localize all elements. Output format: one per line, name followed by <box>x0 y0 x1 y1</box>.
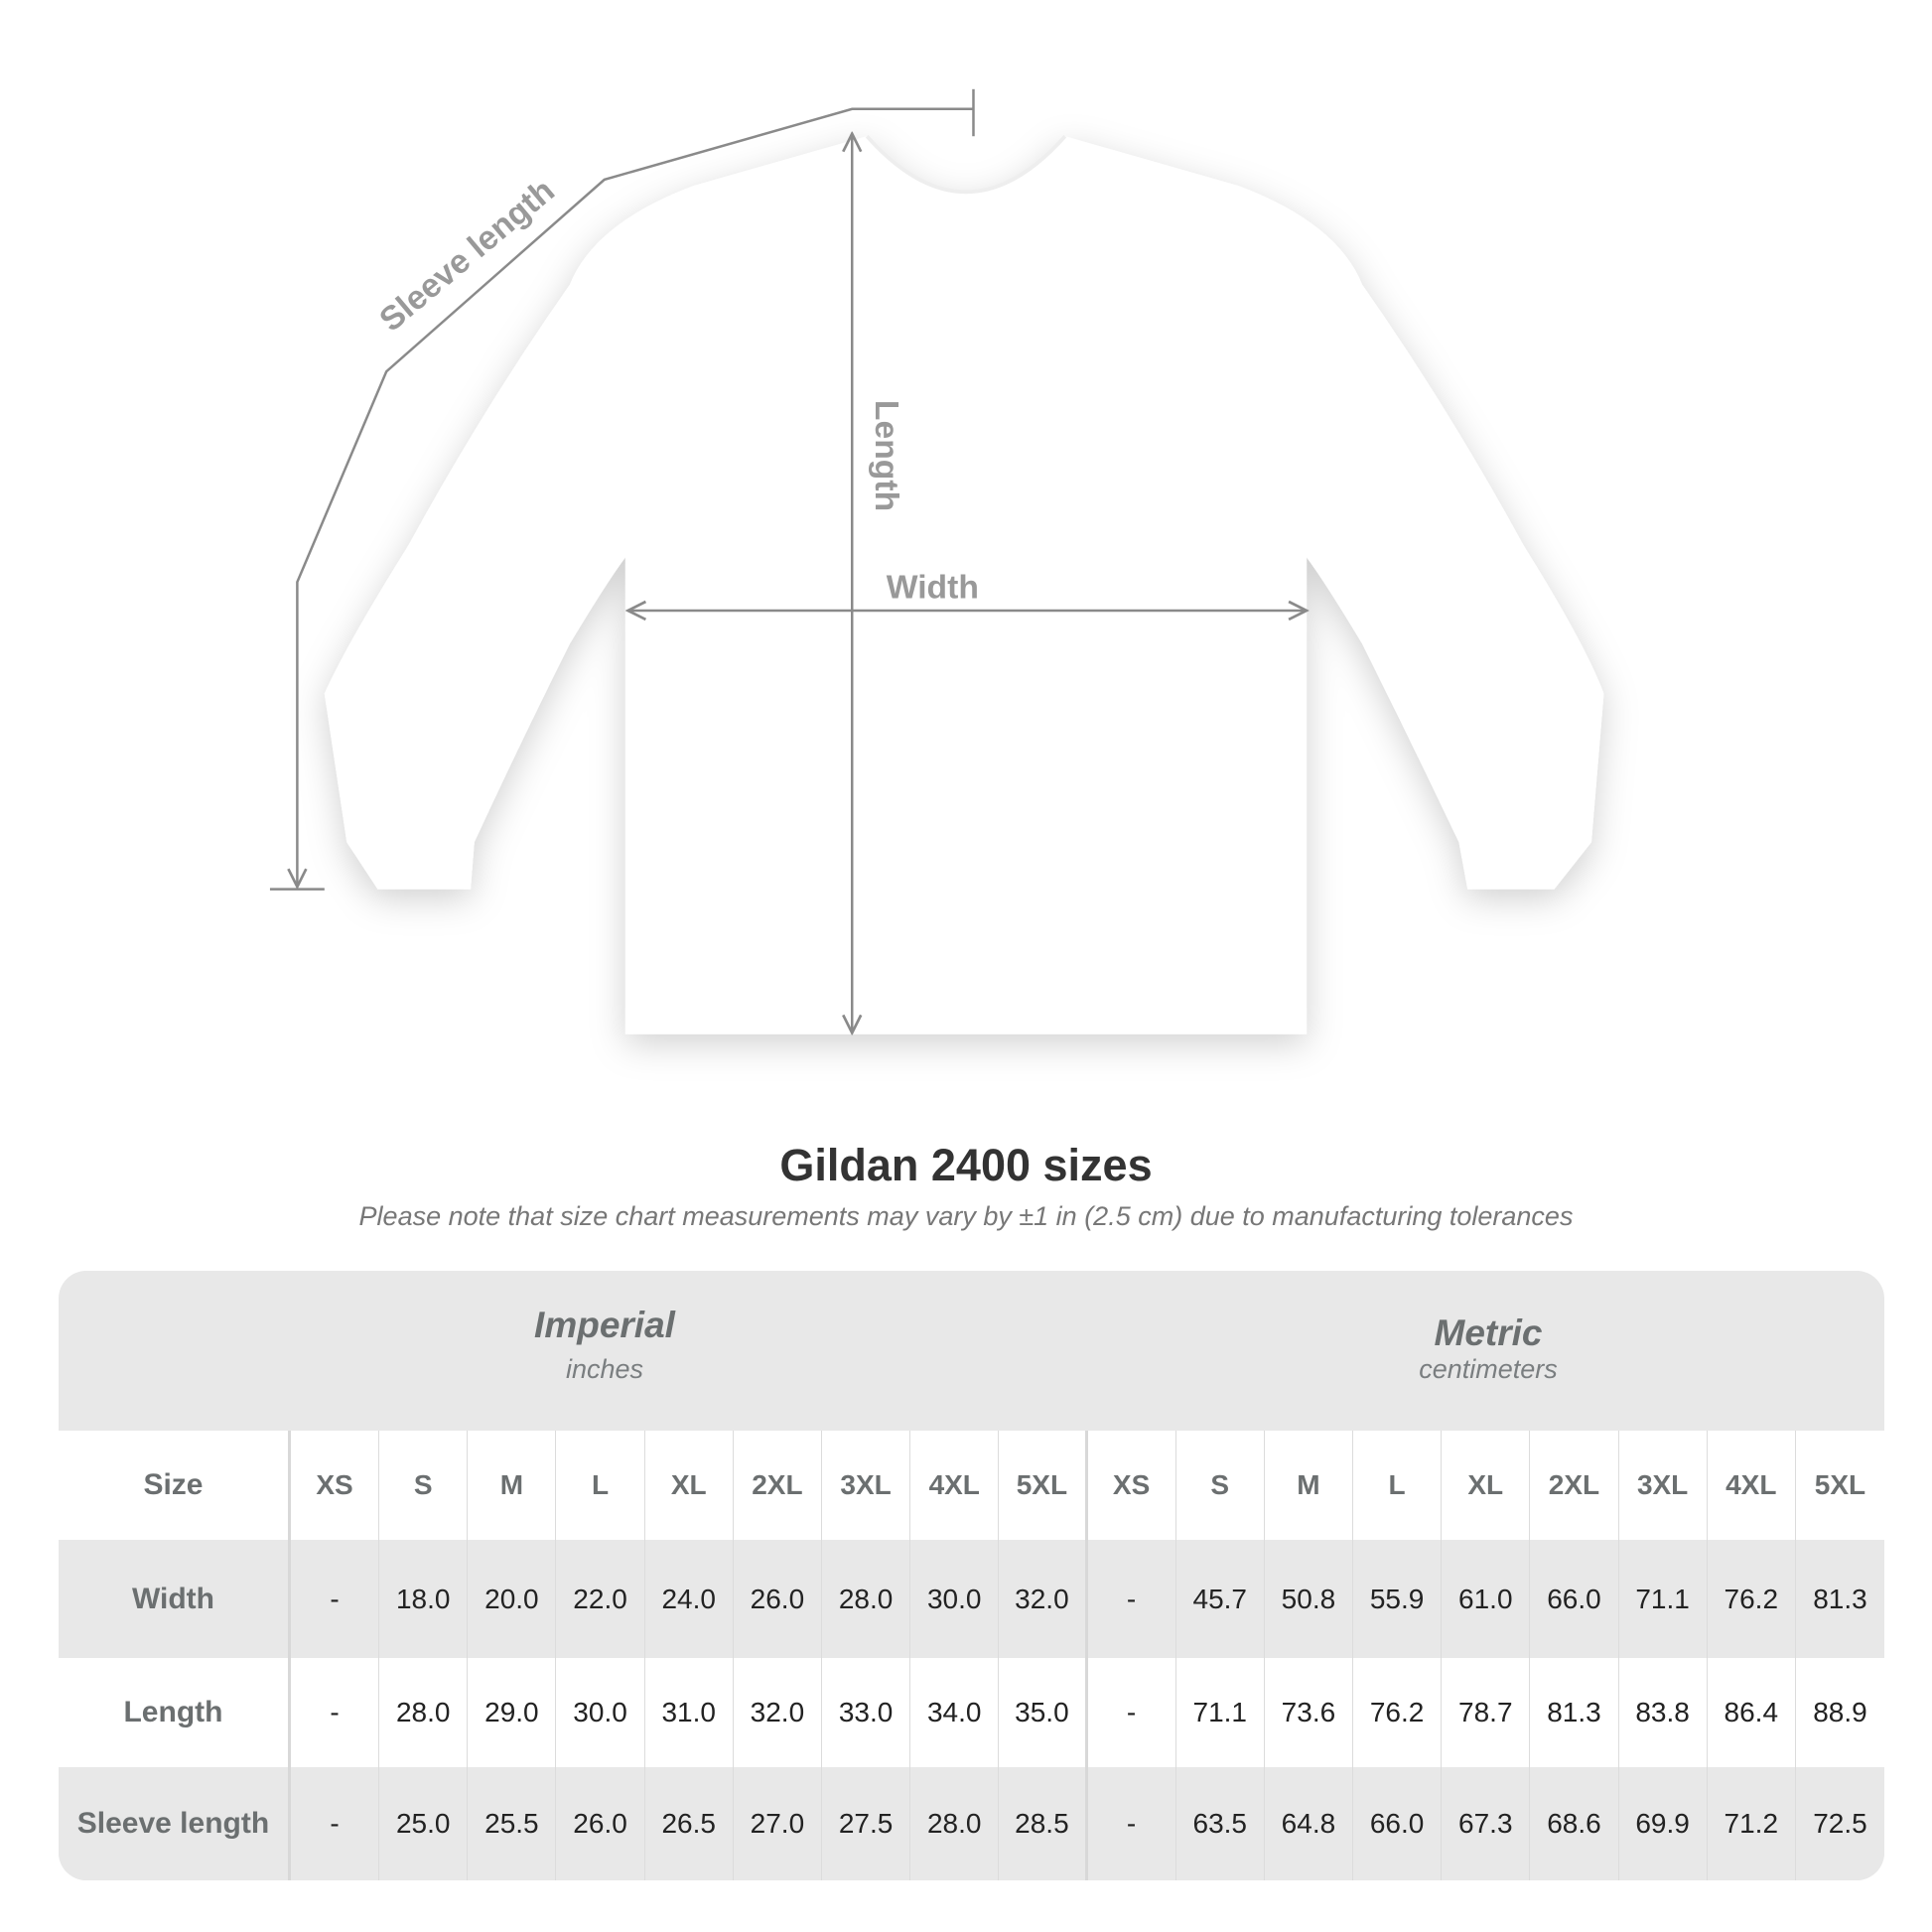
table-cell: 50.8 <box>1265 1540 1354 1658</box>
table-cell: 29.0 <box>468 1658 557 1767</box>
size-header-imperial-4xl: 4XL <box>910 1431 1000 1540</box>
table-cell: 18.0 <box>379 1540 469 1658</box>
table-cell: 78.7 <box>1442 1658 1531 1767</box>
row-label: Length <box>59 1658 291 1767</box>
table-cell: 66.0 <box>1353 1767 1443 1880</box>
table-cell: 64.8 <box>1265 1767 1354 1880</box>
size-header-imperial-s: S <box>379 1431 469 1540</box>
size-header-imperial-2xl: 2XL <box>734 1431 822 1540</box>
long-sleeve-shirt <box>324 136 1604 1035</box>
table-cell: - <box>291 1540 380 1658</box>
size-header-row: Size XS S M L XL 2XL 3XL 4XL 5XL XS S M L XL 2XL 3XL 4XL… <box>59 1431 1884 1540</box>
metric-title: Metric <box>1434 1312 1543 1353</box>
size-header-metric-xs: XS <box>1088 1431 1176 1540</box>
table-cell: 73.6 <box>1265 1658 1354 1767</box>
imperial-title: Imperial <box>534 1305 675 1345</box>
table-cell: 71.1 <box>1176 1658 1265 1767</box>
row-label: Width <box>59 1540 291 1658</box>
table-cell: 88.9 <box>1813 1697 1867 1727</box>
table-cell: 28.0 <box>822 1540 911 1658</box>
table-cell: 83.8 <box>1619 1658 1708 1767</box>
row-label: Sleeve length <box>59 1767 291 1880</box>
table-cell: 27.5 <box>822 1767 911 1880</box>
size-header-imperial-m: M <box>468 1431 557 1540</box>
size-header-imperial-xs: XS <box>291 1431 380 1540</box>
table-cell: 32.0 <box>734 1658 822 1767</box>
size-header-imperial-5xl: 5XL <box>999 1431 1088 1540</box>
table-cell: 33.0 <box>822 1658 911 1767</box>
table-cell: 71.2 <box>1708 1767 1796 1880</box>
table-cell: 67.3 <box>1442 1767 1531 1880</box>
table-cell: 30.0 <box>910 1540 1000 1658</box>
table-cell: 26.5 <box>645 1767 734 1880</box>
shirt-body <box>324 136 1604 1035</box>
size-header-metric-l: L <box>1353 1431 1443 1540</box>
imperial-unit: inches <box>565 1354 644 1384</box>
table-cell: 20.0 <box>468 1540 557 1658</box>
metric-header: Metric centimeters <box>1091 1271 1884 1431</box>
table-cell: 24.0 <box>645 1540 734 1658</box>
width-label: Width <box>887 570 979 607</box>
table-cell: 26.0 <box>734 1540 822 1658</box>
size-table: Imperial inches Metric centimeters Size … <box>59 1271 1884 1880</box>
sleeve-length-line <box>297 107 974 887</box>
table-cell: 63.5 <box>1176 1767 1265 1880</box>
chart-title: Gildan 2400 sizes <box>779 1140 1153 1190</box>
table-cell: 27.0 <box>734 1767 822 1880</box>
table-cell: 31.0 <box>645 1658 734 1767</box>
table-cell: - <box>291 1767 380 1880</box>
table-cell: 72.5 <box>1813 1808 1867 1839</box>
table-cell: - <box>1088 1540 1176 1658</box>
table-cell: 32.0 <box>999 1540 1088 1658</box>
size-header-metric-3xl: 3XL <box>1619 1431 1708 1540</box>
table-row-sleeve-length: Sleeve length -25.0 25.5 26.0 26.5 27.0 27.5 28… <box>59 1767 1884 1880</box>
table-cell: 68.6 <box>1530 1767 1619 1880</box>
table-cell: 35.0 <box>999 1658 1088 1767</box>
table-cell: 81.3 <box>1813 1583 1867 1614</box>
imperial-header: Imperial inches <box>59 1271 1151 1431</box>
table-cell: 45.7 <box>1176 1540 1265 1658</box>
table-cell: 61.0 <box>1442 1540 1531 1658</box>
table-cell: - <box>291 1658 380 1767</box>
table-cell: 28.5 <box>999 1767 1088 1880</box>
table-cell: - <box>1088 1658 1176 1767</box>
table-cell: 28.0 <box>910 1767 1000 1880</box>
table-cell: 25.0 <box>379 1767 469 1880</box>
size-header-imperial-l: L <box>556 1431 645 1540</box>
size-header-metric-m: M <box>1265 1431 1354 1540</box>
size-header-metric-xl: XL <box>1442 1431 1531 1540</box>
table-cell: 28.0 <box>379 1658 469 1767</box>
table-cell: 86.4 <box>1708 1658 1796 1767</box>
sleeve-length-label: Sleeve length <box>373 173 562 340</box>
size-header-imperial-3xl: 3XL <box>822 1431 911 1540</box>
table-cell: 81.3 <box>1530 1658 1619 1767</box>
size-header-imperial-xl: XL <box>645 1431 734 1540</box>
metric-unit: centimeters <box>1419 1354 1558 1384</box>
chart-subtitle: Please note that size chart measurements… <box>358 1201 1574 1231</box>
table-cell: 26.0 <box>556 1767 645 1880</box>
size-header-metric-4xl: 4XL <box>1708 1431 1796 1540</box>
table-row-width: Width -18.0 20.0 22.0 24.0 26.0 28.0 30.0 32.0-4… <box>59 1540 1884 1658</box>
table-cell: 25.5 <box>468 1767 557 1880</box>
table-cell: 76.2 <box>1708 1540 1796 1658</box>
table-cell: 71.1 <box>1619 1540 1708 1658</box>
table-cell: 76.2 <box>1353 1658 1443 1767</box>
table-cell: - <box>1088 1767 1176 1880</box>
length-label: Length <box>868 400 904 511</box>
table-cell: 66.0 <box>1530 1540 1619 1658</box>
size-header-metric-s: S <box>1176 1431 1265 1540</box>
table-cell: 34.0 <box>910 1658 1000 1767</box>
table-cell: 55.9 <box>1353 1540 1443 1658</box>
measurement-lines <box>269 88 1307 1034</box>
size-header-metric-2xl: 2XL <box>1530 1431 1619 1540</box>
table-cell: 22.0 <box>556 1540 645 1658</box>
table-cell: 30.0 <box>556 1658 645 1767</box>
size-label: Size <box>59 1431 291 1540</box>
size-header-metric-5xl: 5XL <box>1814 1469 1866 1500</box>
table-row-length: Length -28.0 29.0 30.0 31.0 32.0 33.0 34.0 35.0-… <box>59 1658 1884 1767</box>
table-cell: 69.9 <box>1619 1767 1708 1880</box>
